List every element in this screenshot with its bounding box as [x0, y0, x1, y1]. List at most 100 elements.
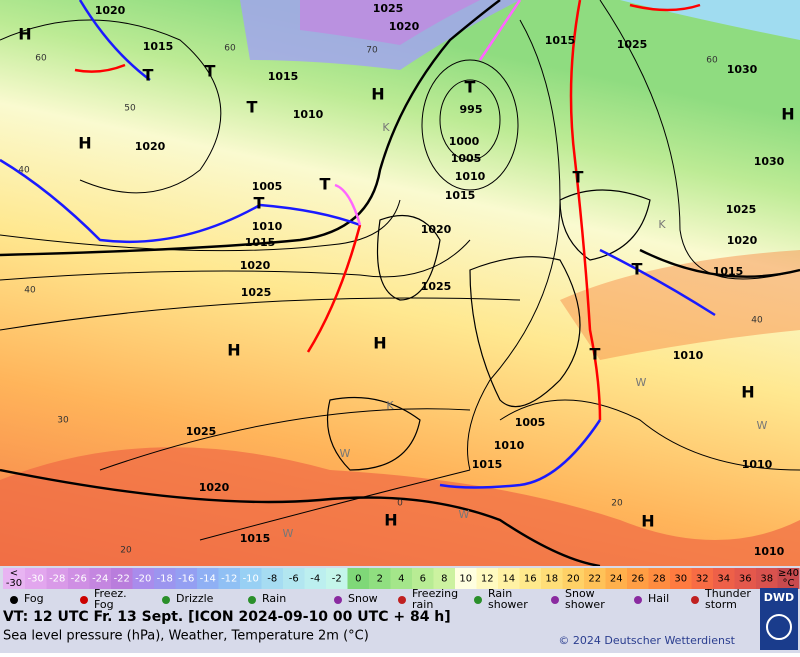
- colorbar-label: 26: [631, 574, 644, 585]
- colorbar-cell: [25, 568, 47, 589]
- isobar-label: 1020: [135, 140, 166, 153]
- colorbar-label: 6: [420, 574, 426, 585]
- logo-swirl: [766, 614, 792, 640]
- pressure-center: T: [143, 66, 154, 85]
- colorbar-cell: [326, 568, 348, 589]
- colorbar-label: 38: [760, 574, 773, 585]
- legend-label: Snow: [565, 587, 595, 600]
- legend-icon: [398, 596, 406, 604]
- legend-icon: [80, 596, 88, 604]
- colorbar-cell: [734, 568, 756, 589]
- legend-icon: [10, 596, 18, 604]
- colorbar-label: -2: [332, 574, 342, 585]
- isobar-label: 1010: [754, 545, 785, 558]
- colorbar-cell: [89, 568, 111, 589]
- temperature-label: 20: [120, 546, 132, 556]
- isobar-label: 1005: [515, 416, 546, 429]
- colorbar-cell: [68, 568, 90, 589]
- colorbar-label: -22: [114, 574, 130, 585]
- colorbar-cell: [455, 568, 477, 589]
- colorbar-below-label: -30: [6, 578, 22, 589]
- legend-label: Thunder: [704, 587, 751, 600]
- colorbar-cell: [584, 568, 606, 589]
- main-isobars: [0, 0, 800, 568]
- colorbar-cell: [498, 568, 520, 589]
- colorbar-label: 22: [588, 574, 601, 585]
- symbol: W: [459, 508, 470, 521]
- pressure-center: T: [247, 98, 258, 117]
- colorbar-label: -8: [267, 574, 277, 585]
- legend-label: Freezing: [412, 587, 458, 600]
- colorbar-label: 20: [567, 574, 580, 585]
- colorbar-cell: [627, 568, 649, 589]
- isobar-label: 1020: [240, 259, 271, 272]
- colorbar-label: -20: [135, 574, 151, 585]
- colorbar-label: 18: [545, 574, 558, 585]
- colorbar-cell: [132, 568, 154, 589]
- isobar-label: 1015: [472, 458, 503, 471]
- legend-label: Freez.: [94, 587, 127, 600]
- colorbar-cell: [670, 568, 692, 589]
- pressure-center: H: [78, 134, 91, 153]
- colorbar-cell: [756, 568, 778, 589]
- isobar-label: 1005: [451, 152, 482, 165]
- colorbar-label: 14: [502, 574, 515, 585]
- legend-label: Fog: [24, 592, 44, 605]
- colorbar-cell: [648, 568, 670, 589]
- symbol: W: [757, 419, 768, 432]
- legend-label: Fog: [94, 598, 114, 611]
- legend-label: storm: [705, 598, 737, 611]
- colorbar-cell: [240, 568, 262, 589]
- colorbar-cell: [175, 568, 197, 589]
- pressure-center: T: [320, 175, 331, 194]
- copyright: © 2024 Deutscher Wetterdienst: [558, 634, 735, 647]
- isobars: [0, 0, 800, 541]
- symbol: K: [386, 399, 394, 412]
- colorbar-above-label: °C: [783, 578, 795, 589]
- colorbar-cell: [154, 568, 176, 589]
- pressure-center: H: [384, 511, 397, 530]
- temperature-label: 30: [57, 416, 69, 426]
- colorbar-label: -30: [28, 574, 44, 585]
- temperature-label: 70: [366, 46, 378, 56]
- pressure-center: H: [371, 85, 384, 104]
- temperature-label: 60: [706, 56, 718, 66]
- colorbar-label: 16: [524, 574, 537, 585]
- isobar-label: 1015: [143, 40, 174, 53]
- temperature-label: 40: [18, 166, 30, 176]
- isobar-label: 995: [460, 103, 483, 116]
- colorbar-label: -10: [243, 574, 259, 585]
- isobar-label: 1000: [449, 135, 480, 148]
- colorbar-label: 30: [674, 574, 687, 585]
- colorbar-label: -14: [200, 574, 216, 585]
- colorbar-label: 32: [696, 574, 709, 585]
- colorbar-cell: [390, 568, 412, 589]
- isobar-label: 1025: [373, 2, 404, 15]
- colorbar-cell: [261, 568, 283, 589]
- colorbar-label: 28: [653, 574, 666, 585]
- legend-icon: [334, 596, 342, 604]
- isobar-label: 1020: [95, 4, 126, 17]
- colorbar-cell: [46, 568, 68, 589]
- isobar-label: 1015: [445, 189, 476, 202]
- colorbar-label: 10: [459, 574, 472, 585]
- colorbar-label: -26: [71, 574, 87, 585]
- valid-time: VT: 12 UTC Fr. 13 Sept. [ICON 2024-09-10…: [3, 609, 451, 625]
- map: 1020 1025 1020 1015 1015 995 1015 1025 1030 1010 1…: [0, 0, 800, 568]
- colorbar-cell: [605, 568, 627, 589]
- legend-label: Snow: [348, 592, 378, 605]
- isobar-label: 1010: [673, 349, 704, 362]
- isobar-label: 1030: [727, 63, 758, 76]
- temperature-label: 50: [124, 104, 136, 114]
- pressure-center: T: [465, 78, 476, 97]
- pressure-center: H: [781, 105, 794, 124]
- legend-panel: <-30 -30 -28 -26 -24 -22 -20 -18 -16 -14 -12 -10 -8-…: [0, 566, 800, 653]
- colorbar-cell: [197, 568, 219, 589]
- legend-label: shower: [565, 598, 605, 611]
- colorbar-label: 34: [717, 574, 730, 585]
- fronts: [0, 0, 716, 489]
- colorbar-cell: [412, 568, 434, 589]
- isobar-label: 1010: [494, 439, 525, 452]
- temperature-label: 40: [24, 286, 36, 296]
